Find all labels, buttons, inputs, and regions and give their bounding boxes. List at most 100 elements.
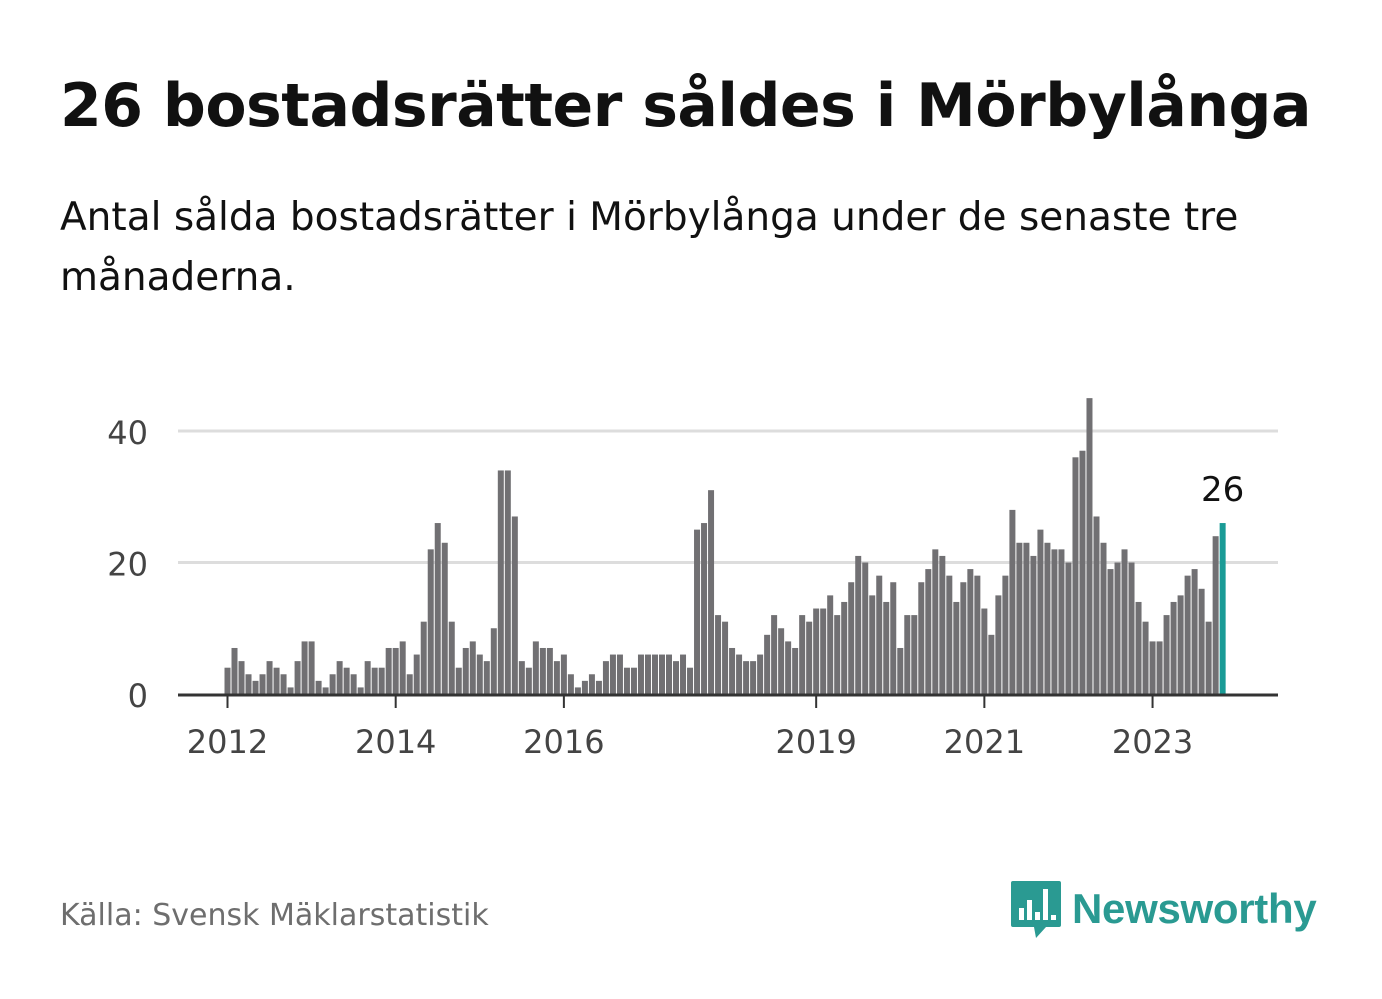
bar (722, 621, 729, 694)
bar-chart: 0 20 40 2012 2014 2016 2019 2021 2023 26 (107, 398, 1278, 761)
bar (827, 595, 834, 695)
bar (708, 490, 715, 694)
bar (1044, 542, 1051, 694)
bar (308, 641, 315, 694)
bar (245, 674, 252, 694)
source-note: Källa: Svensk Mäklarstatistik (60, 898, 489, 933)
bar (448, 621, 455, 694)
bar (757, 654, 764, 694)
bar (441, 542, 448, 694)
bar (266, 661, 273, 695)
bar (841, 601, 848, 694)
bar (581, 680, 588, 694)
bar (673, 661, 680, 695)
bar (687, 667, 694, 694)
bar (1037, 529, 1044, 695)
bar (1086, 398, 1093, 695)
bar (434, 523, 441, 694)
bar (869, 595, 876, 695)
chart-subtitle: Antal sålda bostadsrätter i Mörbylånga u… (60, 195, 1239, 300)
bar (539, 647, 546, 694)
bar (1205, 621, 1212, 694)
bar (378, 667, 385, 694)
bar (778, 628, 785, 694)
bar (974, 575, 981, 694)
bar (939, 555, 946, 694)
bar (666, 654, 672, 694)
bar-highlighted (1219, 523, 1226, 694)
bar (511, 516, 518, 695)
bar (280, 674, 287, 694)
bar (644, 654, 651, 694)
newsworthy-chart-bubble-icon (1011, 881, 1061, 938)
bar (897, 647, 904, 694)
y-tick-label: 20 (107, 546, 148, 584)
bar (1030, 555, 1037, 694)
bar (588, 674, 595, 694)
bar (904, 615, 911, 694)
bar (350, 674, 357, 694)
bar (371, 667, 378, 694)
bar (462, 647, 469, 694)
bar (315, 680, 322, 694)
bar (518, 661, 525, 695)
bar (504, 470, 511, 694)
bar (785, 641, 792, 694)
bar (623, 667, 630, 694)
bar (680, 654, 687, 694)
bar (834, 615, 841, 694)
chart-title: 26 bostadsrätter såldes i Mörbylånga (60, 71, 1311, 141)
bar (771, 615, 778, 694)
bar (981, 608, 988, 694)
bar (799, 615, 806, 694)
bar (701, 523, 708, 694)
bar (1058, 549, 1065, 694)
bar (476, 654, 483, 694)
bar (385, 647, 392, 694)
bar (231, 647, 238, 694)
bar (988, 634, 995, 695)
bar (1121, 549, 1128, 694)
bar (925, 569, 932, 694)
bar (273, 667, 280, 694)
bar (1198, 588, 1205, 694)
bar (953, 601, 960, 694)
bar (406, 674, 413, 694)
data-labels: 26 (1201, 470, 1244, 510)
bar (1163, 615, 1170, 694)
bar (1051, 549, 1058, 694)
bar (1170, 601, 1177, 694)
bar (1107, 569, 1114, 694)
bar (490, 628, 497, 694)
bar (659, 654, 665, 694)
bar (364, 661, 371, 695)
bar (532, 641, 539, 694)
bar (392, 647, 399, 694)
brand-logo[interactable]: Newsworthy (1010, 878, 1317, 940)
bar (1065, 562, 1072, 694)
y-axis-ticks: 0 20 40 (107, 414, 148, 715)
bar (427, 549, 434, 694)
bar (1177, 595, 1184, 695)
brand-name: Newsworthy (1072, 885, 1317, 932)
bar (399, 641, 406, 694)
bar (224, 667, 231, 694)
bar (946, 575, 953, 694)
bar (420, 621, 427, 694)
bar (820, 608, 827, 694)
bar (960, 582, 967, 695)
bar (743, 661, 750, 695)
bar (469, 641, 476, 694)
bar (1191, 569, 1198, 694)
bar (967, 569, 974, 694)
bar (546, 647, 553, 694)
bar (1114, 562, 1121, 694)
bar (1149, 641, 1156, 694)
bar (813, 608, 820, 694)
bar (343, 667, 350, 694)
bar (729, 647, 736, 694)
bar (616, 654, 623, 694)
gridlines (178, 429, 1278, 564)
bar (694, 529, 701, 695)
bar (1079, 450, 1086, 695)
